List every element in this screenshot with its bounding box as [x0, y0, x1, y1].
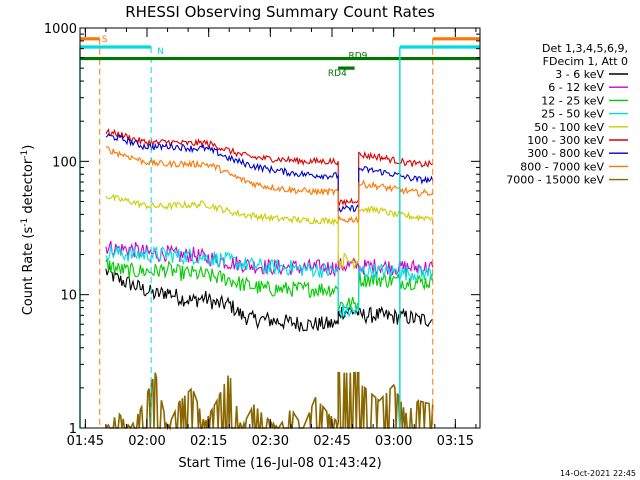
legend-label: 300 - 800 keV [527, 147, 604, 160]
x-tick-label: 02:45 [313, 434, 350, 449]
chart-title: RHESSI Observing Summary Count Rates [125, 3, 435, 21]
y-tick-label: 10 [60, 289, 77, 304]
y-tick-label: 1 [69, 422, 77, 437]
y-axis-label-main: Count Rate (s [21, 227, 36, 316]
y-axis-label-end: ) [21, 145, 36, 150]
legend-label: 800 - 7000 keV [520, 160, 604, 173]
x-tick-label: 03:00 [375, 434, 412, 449]
x-tick-label: 01:45 [67, 434, 104, 449]
legend: Det 1,3,4,5,6,9,FDecim 1, Att 03 - 6 keV… [506, 42, 628, 187]
y-axis-label-sup1: -1 [20, 218, 30, 227]
timestamp: 14-Oct-2021 22:45 [560, 469, 636, 478]
series-line-3-6-kev [105, 265, 433, 332]
series-line-7000-15000-kev [105, 371, 434, 431]
legend-label: 25 - 50 keV [541, 108, 604, 121]
legend-label: 50 - 100 keV [534, 121, 604, 134]
legend-header: FDecim 1, Att 0 [543, 55, 628, 68]
x-tick-label: 03:15 [437, 434, 474, 449]
series-line-100-300-kev [105, 128, 433, 207]
flag-label-rd9: RD9 [348, 52, 367, 62]
legend-label: 6 - 12 keV [548, 81, 604, 94]
x-tick-label: 02:15 [190, 434, 227, 449]
y-tick-label: 1000 [44, 22, 77, 37]
legend-header: Det 1,3,4,5,6,9, [542, 42, 628, 55]
legend-label: 100 - 300 keV [527, 134, 604, 147]
x-axis-label: Start Time (16-Jul-08 01:43:42) [178, 456, 381, 471]
flag-label-rd4: RD4 [328, 69, 347, 79]
x-tick-label: 02:30 [252, 434, 289, 449]
y-axis-label-sup2: -1 [20, 150, 30, 159]
axes-layer: 1 10 100 1000 01:45 02:00 02:15 02:30 02:45 03:00… [44, 22, 481, 449]
series-line-12-25-kev [105, 256, 434, 311]
x-tick-label: 02:00 [128, 434, 165, 449]
legend-label: 7000 - 15000 keV [506, 174, 604, 187]
y-tick-label: 100 [52, 155, 77, 170]
legend-label: 3 - 6 keV [555, 68, 604, 81]
y-axis-label-mid: detector [21, 158, 36, 218]
y-axis-label: Count Rate (s-1 detector-1) [20, 145, 36, 316]
flag-label-n: N [157, 47, 164, 57]
series-line-50-100-kev [105, 193, 433, 271]
series-layer [105, 128, 434, 431]
series-line-300-800-kev [105, 133, 434, 213]
flag-label-s: S [102, 35, 108, 45]
plot-frame [79, 27, 481, 429]
series-line-25-50-kev [105, 245, 434, 319]
legend-label: 12 - 25 keV [541, 94, 604, 107]
series-line-800-7000-kev [105, 146, 434, 224]
